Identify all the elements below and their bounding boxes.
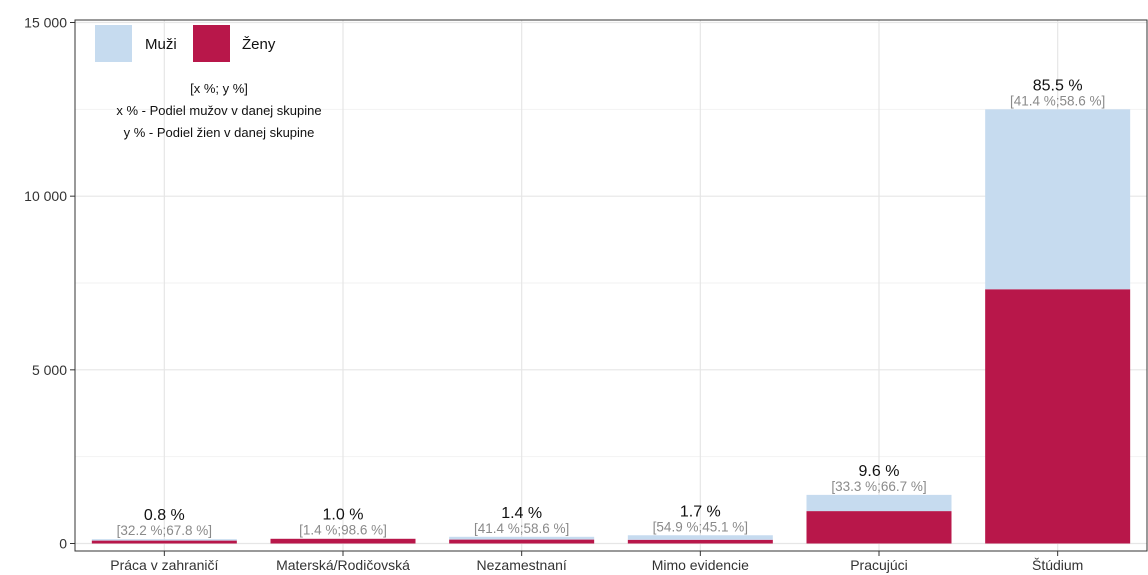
percent-label: 9.6 %: [859, 463, 900, 480]
bar-labels: 0.8 %[32.2 %;67.8 %] 1.0 %[1.4 %;98.6 %] 1…: [117, 77, 1106, 538]
x-tick-label: Materská/Rodičovská: [276, 557, 410, 573]
bar-muzi: [627, 535, 773, 540]
percent-label: 1.7 %: [680, 503, 721, 520]
bar-zeny: [270, 538, 416, 544]
legend-label-muzi: Muži: [145, 36, 177, 53]
y-tick-label: 15 000: [24, 15, 67, 31]
split-label: [54.9 %;45.1 %]: [653, 519, 748, 534]
legend-swatch-muzi: [95, 25, 132, 62]
legend-label-zeny: Ženy: [242, 36, 276, 53]
y-tick-label: 5 000: [32, 362, 67, 378]
bar-muzi: [985, 109, 1131, 290]
legend-swatch-zeny: [193, 25, 230, 62]
legend: Muži Ženy: [95, 25, 276, 62]
annotation-line-1: [x %; y %]: [190, 81, 248, 96]
split-label: [1.4 %;98.6 %]: [299, 523, 387, 538]
percent-label: 85.5 %: [1033, 77, 1083, 94]
split-label: [32.2 %;67.8 %]: [117, 523, 212, 538]
grid-minor: [75, 108, 1147, 458]
x-tick-label: Nezamestnaní: [477, 557, 567, 573]
split-label: [41.4 %;58.6 %]: [1010, 93, 1105, 108]
percent-label: 1.4 %: [501, 505, 542, 522]
x-tick-label: Mimo evidencie: [652, 557, 749, 573]
bar-muzi: [449, 536, 595, 540]
bar-zeny: [91, 540, 237, 544]
x-tick-label: Štúdium: [1032, 557, 1083, 573]
bar-muzi: [91, 539, 237, 541]
bar-zeny: [985, 289, 1131, 544]
y-tick-label: 10 000: [24, 188, 67, 204]
y-tick-label: 0: [59, 536, 67, 552]
bar-muzi: [806, 494, 952, 512]
x-tick-label: Pracujúci: [850, 557, 908, 573]
annotation-line-3: y % - Podiel žien v danej skupine: [124, 125, 315, 140]
percent-label: 0.8 %: [144, 507, 185, 524]
bar-zeny: [627, 539, 773, 544]
bars: [91, 109, 1131, 544]
panel-border: [74, 19, 1148, 552]
annotation-line-2: x % - Podiel mužov v danej skupine: [116, 103, 321, 118]
bar-zeny: [449, 539, 595, 544]
bar-zeny: [806, 511, 952, 544]
split-label: [41.4 %;58.6 %]: [474, 521, 569, 536]
split-label: [33.3 %;66.7 %]: [831, 479, 926, 494]
axes: 0 5 000 10 000 15 000 Práca v zahraničí Mater…: [24, 15, 1083, 574]
annotation: [x %; y %] x % - Podiel mužov v danej sk…: [116, 81, 321, 140]
x-tick-label: Práca v zahraničí: [110, 557, 218, 573]
percent-label: 1.0 %: [323, 507, 364, 524]
